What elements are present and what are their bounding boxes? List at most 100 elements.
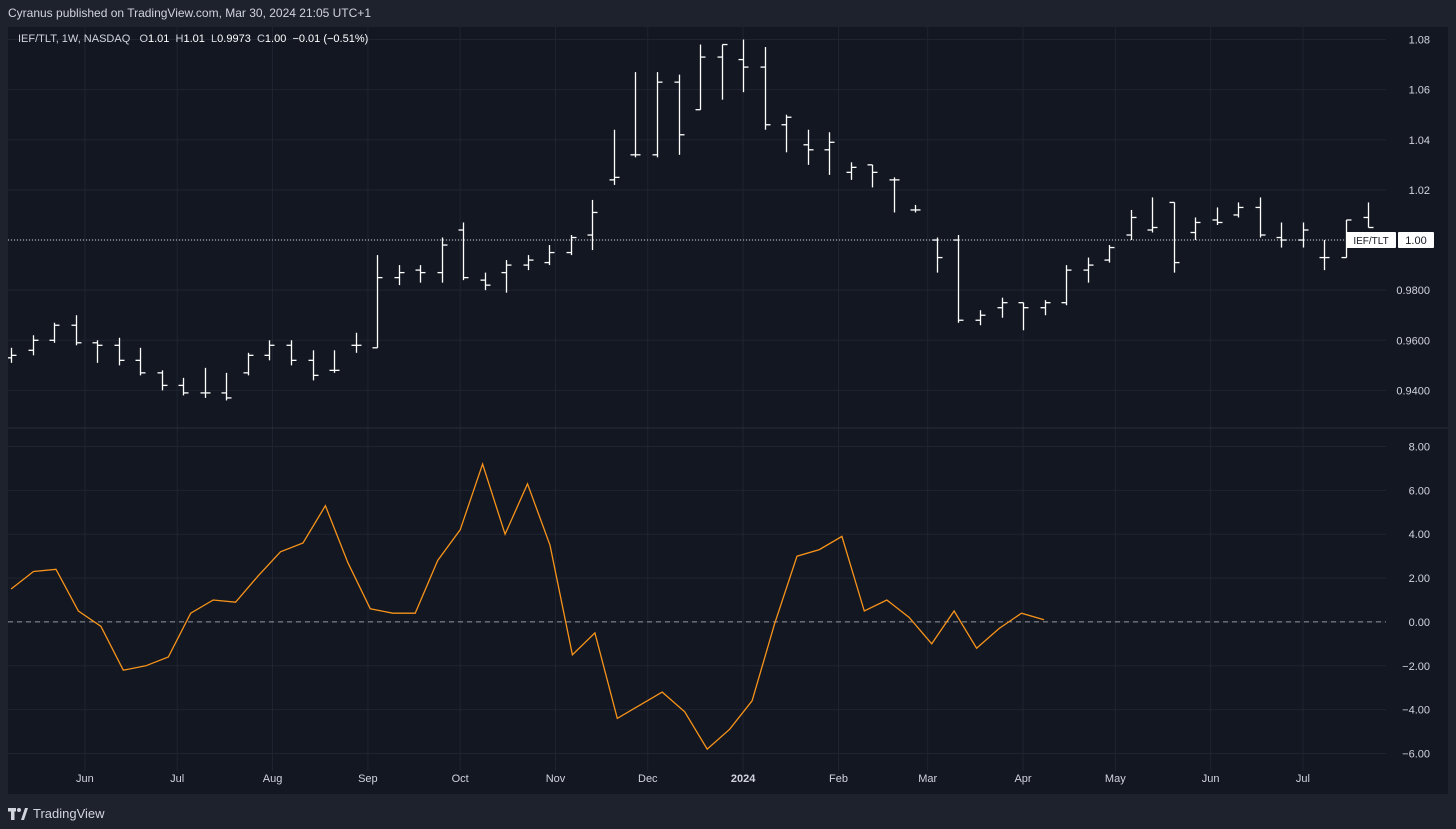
ohlc-bar — [1169, 201, 1180, 273]
osc-y-tick-label: −6.00 — [1402, 748, 1430, 760]
legend-high-value: 1.01 — [183, 33, 205, 45]
price-y-tick-label: 0.9400 — [1396, 385, 1430, 397]
tradingview-brand: TradingView — [33, 806, 105, 821]
ohlc-bar — [49, 322, 60, 343]
x-tick-label: Sep — [358, 773, 378, 785]
ohlc-bar — [1083, 257, 1094, 283]
last-price-tag: IEF/TLT 1.00 — [1346, 232, 1434, 249]
x-tick-label: Dec — [638, 773, 658, 785]
ohlc-bar — [458, 222, 469, 281]
ohlc-bar — [114, 337, 125, 366]
legend-low-value: 0.9973 — [217, 33, 251, 45]
price-tag-value: 1.00 — [1405, 235, 1426, 247]
price-y-tick-label: 1.04 — [1409, 135, 1430, 147]
ohlc-bar — [1126, 209, 1137, 241]
ohlc-bar — [1255, 197, 1266, 238]
ohlc-bar — [523, 255, 534, 271]
ohlc-bar — [738, 39, 749, 93]
osc-y-tick-label: 2.00 — [1409, 573, 1430, 585]
legend-open-label: O — [139, 33, 148, 45]
oscillator-pane — [8, 462, 1386, 751]
price-y-tick-label: 1.06 — [1409, 85, 1430, 97]
ohlc-bar — [867, 164, 878, 188]
osc-y-tick-label: 4.00 — [1409, 529, 1430, 541]
ohlc-bar — [308, 350, 319, 381]
ohlc-bar — [760, 47, 771, 130]
ohlc-bar — [953, 235, 964, 323]
legend-symbol: IEF/TLT, 1W, NASDAQ — [18, 33, 131, 45]
ohlc-bar — [609, 129, 620, 185]
ohlc-bar — [1233, 202, 1244, 218]
osc-y-tick-label: 6.00 — [1409, 485, 1430, 497]
tradingview-logo-icon — [8, 808, 28, 820]
ohlc-bar — [824, 132, 835, 175]
ohlc-bar — [501, 260, 512, 293]
ohlc-bar — [351, 332, 362, 353]
legend-high-label: H — [175, 33, 184, 45]
grid-layer — [8, 27, 1386, 771]
price-tag-symbol-box — [1346, 232, 1396, 249]
price-y-tick-label: 1.08 — [1409, 35, 1430, 47]
ohlc-bar — [1190, 217, 1201, 241]
ohlc-bar — [717, 43, 728, 100]
legend-low-label: L — [211, 33, 218, 45]
ohlc-bar — [480, 272, 491, 291]
x-tick-label: Jun — [1202, 773, 1220, 785]
ohlc-bar — [566, 235, 577, 256]
ohlc-bar — [975, 310, 986, 326]
ohlc-bar — [1363, 202, 1374, 229]
ohlc-bar — [846, 162, 857, 180]
ohlc-bar — [1018, 302, 1029, 331]
chart-area[interactable]: Jun Jul Aug Sep Oct Nov Dec 2024 Feb Mar Apr May Jun… — [8, 27, 1448, 794]
ohlc-bar — [28, 335, 39, 356]
ohlc-bar — [372, 255, 383, 349]
legend-change: −0.01 (−0.51%) — [292, 33, 369, 45]
osc-y-tick-label: −4.00 — [1402, 705, 1430, 717]
x-tick-label: Apr — [1014, 773, 1031, 785]
x-tick-label: Aug — [263, 773, 283, 785]
ohlc-bar — [243, 352, 254, 376]
chart-svg[interactable]: Jun Jul Aug Sep Oct Nov Dec 2024 Feb Mar Apr May Jun… — [8, 27, 1448, 794]
ohlc-bar — [1212, 207, 1223, 225]
ohlc-bar — [587, 199, 598, 251]
ohlc-bar — [264, 340, 275, 361]
price-y-tick-label: 0.9800 — [1396, 285, 1430, 297]
ohlc-bar — [157, 370, 168, 391]
osc-y-tick-label: −2.00 — [1402, 661, 1430, 673]
ohlc-bar — [630, 72, 641, 158]
ohlc-bar — [329, 350, 340, 373]
ohlc-bar — [1061, 265, 1072, 306]
publish-header: Cyranus published on TradingView.com, Ma… — [0, 0, 1456, 27]
ohlc-bar — [652, 72, 663, 158]
price-y-tick-label: 1.02 — [1409, 185, 1430, 197]
ohlc-bar — [1276, 222, 1287, 248]
ohlc-bar — [200, 367, 211, 398]
ohlc-bar — [415, 265, 426, 283]
ohlc-bar — [695, 44, 706, 111]
ohlc-bar — [437, 237, 448, 283]
ohlc-bar — [781, 114, 792, 153]
x-tick-label: Mar — [918, 773, 937, 785]
ohlc-bar — [8, 347, 17, 363]
ohlc-bar — [92, 340, 103, 363]
ohlc-bar — [1298, 222, 1309, 248]
ohlc-bar — [997, 297, 1008, 318]
ohlc-bar — [932, 237, 943, 273]
ohlc-bar — [910, 204, 921, 213]
ohlc-bar — [889, 177, 900, 213]
footer: TradingView — [0, 800, 1456, 829]
ohlc-bar — [1319, 240, 1330, 271]
tradingview-logo[interactable]: TradingView — [8, 802, 105, 826]
price-tag-value-box — [1398, 232, 1434, 249]
osc-y-tick-label: 0.00 — [1409, 617, 1430, 629]
ohlc-bar — [1104, 245, 1115, 263]
ohlc-bar — [1040, 300, 1051, 316]
ohlc-bar — [394, 265, 405, 286]
legend-close-label: C — [256, 33, 265, 45]
price-bars — [8, 39, 1386, 401]
price-y-tick-label: 0.9600 — [1396, 335, 1430, 347]
ohlc-bar — [221, 372, 232, 401]
ohlc-bar — [71, 315, 82, 346]
x-tick-label: Jul — [170, 773, 184, 785]
oscillator-line — [10, 462, 1045, 751]
